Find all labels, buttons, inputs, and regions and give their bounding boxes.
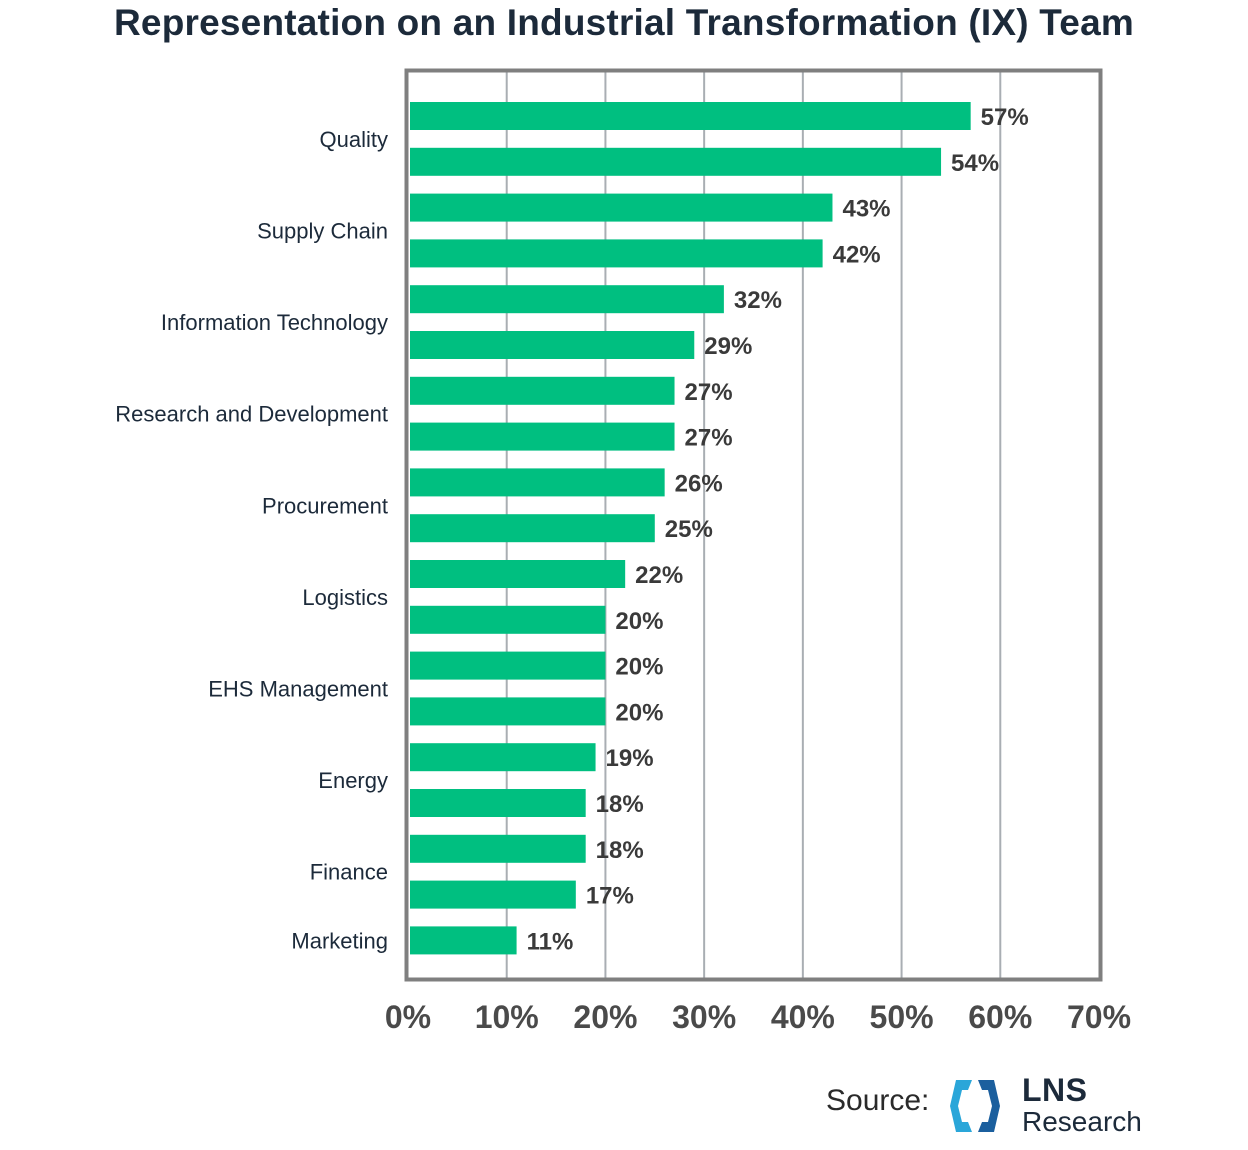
hexagon-bracket-logo-icon [950,1080,1000,1132]
category-label: Energy [318,768,388,793]
bar-14 [410,697,606,726]
bar-value-label: 27% [685,379,733,406]
category-label: Marketing [291,928,388,953]
category-label: Quality [320,127,388,152]
bar-value-label: 25% [665,516,713,543]
bar-1 [410,102,971,130]
x-tick-label: 0% [385,999,431,1035]
brand-subtitle: Research [1022,1106,1142,1137]
x-tick-label: 30% [672,999,736,1035]
bar-value-label: 57% [981,104,1029,131]
bar-12 [410,605,606,634]
bar-19 [410,926,517,955]
bar-value-label: 27% [685,425,733,452]
x-tick-label: 50% [870,999,934,1035]
bar-value-label: 42% [833,241,881,268]
bar-11 [410,560,626,588]
bar-9 [410,468,665,497]
category-label: Procurement [262,493,388,518]
x-tick-label: 10% [475,999,539,1035]
bar-4 [410,239,823,268]
bar-value-label: 20% [615,654,663,681]
category-label: Finance [310,860,388,885]
brand-name: LNS [1022,1072,1088,1108]
category-label: Research and Development [115,402,388,427]
bar-10 [410,514,655,543]
bar-7 [410,376,675,405]
bar-8 [410,422,675,451]
category-label: Information Technology [161,310,388,335]
bar-value-label: 26% [675,470,723,497]
plot-frame [404,68,1103,982]
category-label: Logistics [302,585,388,610]
x-tick-label: 20% [573,999,637,1035]
bar-15 [410,743,596,772]
bar-value-label: 18% [596,791,644,818]
source-label: Source: [826,1084,930,1117]
bar-17 [410,834,586,863]
bar-value-label: 54% [951,150,999,177]
bar-5 [410,285,724,314]
bar-value-label: 29% [704,333,752,360]
bar-value-label: 20% [615,699,663,726]
bar-2 [410,147,942,176]
bar-value-label: 18% [596,837,644,864]
bar-6 [410,331,695,359]
x-tick-label: 60% [968,999,1032,1035]
bar-16 [410,789,586,817]
x-tick-label: 70% [1067,999,1131,1035]
bar-value-label: 20% [615,608,663,635]
bar-value-label: 11% [527,928,574,955]
category-label: Supply Chain [257,219,388,244]
bar-13 [410,651,606,680]
bar-value-label: 17% [586,883,634,910]
bar-value-label: 22% [635,562,683,589]
chart-title: Representation on an Industrial Transfor… [114,2,1134,43]
bar-3 [410,193,833,222]
x-tick-label: 40% [771,999,835,1035]
bar-value-label: 43% [842,196,890,223]
bar-value-label: 32% [734,287,782,314]
category-label: EHS Management [208,677,388,702]
bar-value-label: 19% [606,745,654,772]
bar-18 [410,880,576,909]
